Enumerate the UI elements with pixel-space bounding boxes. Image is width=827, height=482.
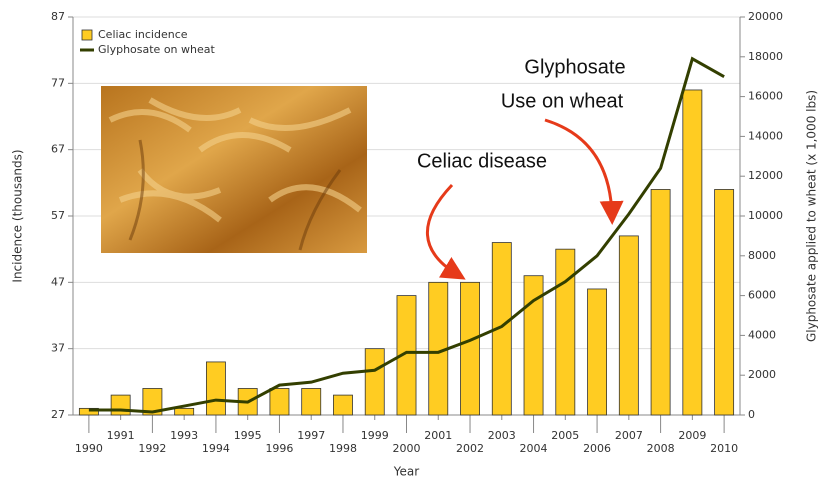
y-tick-label: 77 — [51, 76, 65, 89]
bar — [682, 89, 703, 416]
x-tick-label: 2004 — [520, 442, 548, 455]
x-tick-label: 2000 — [393, 442, 421, 455]
bar — [110, 394, 131, 416]
y-tick-label: 87 — [51, 10, 65, 23]
x-tick-label: 2002 — [456, 442, 484, 455]
bar — [333, 394, 353, 416]
bar — [523, 275, 544, 416]
bar — [364, 348, 385, 416]
bar — [142, 388, 163, 416]
y2-tick-label: 16000 — [748, 90, 783, 103]
y2-axis-label: Glyphosate applied to wheat (x 1,000 lbs… — [805, 90, 819, 342]
arrow — [544, 118, 624, 225]
y2-tick-label: 6000 — [748, 289, 776, 302]
y2-tick-label: 2000 — [748, 368, 776, 381]
y-axis-label: Incidence (thousands) — [11, 149, 25, 282]
x-tick-label: 2005 — [551, 429, 579, 442]
y2-tick-label: 12000 — [748, 169, 783, 182]
bar — [205, 361, 226, 416]
y-tick-label: 27 — [51, 408, 65, 421]
annotation: Celiac disease — [417, 150, 547, 172]
bar — [174, 407, 195, 416]
x-tick-label: 1995 — [234, 429, 262, 442]
y-tick-label: 47 — [51, 275, 65, 288]
y-tick-label: 37 — [51, 342, 65, 355]
x-tick-label: 2006 — [583, 442, 611, 455]
annotation: Glyphosate — [524, 56, 625, 78]
y2-tick-label: 14000 — [748, 129, 783, 142]
bar — [714, 189, 735, 416]
y2-tick-label: 8000 — [748, 249, 776, 262]
annotation: Use on wheat — [501, 90, 624, 112]
legend-label: Celiac incidence — [98, 28, 188, 41]
x-tick-label: 2009 — [678, 429, 706, 442]
legend-label: Glyphosate on wheat — [98, 43, 215, 56]
bar — [587, 288, 607, 416]
x-tick-label: 1990 — [75, 442, 103, 455]
legend-swatch — [81, 29, 93, 41]
y2-tick-label: 10000 — [748, 209, 783, 222]
bar — [618, 235, 639, 416]
wheat-photo — [101, 86, 367, 253]
line — [88, 56, 725, 414]
x-tick-label: 1999 — [361, 429, 389, 442]
x-tick-label: 2003 — [488, 429, 516, 442]
bar — [396, 295, 417, 416]
bar — [491, 242, 512, 416]
bar — [555, 248, 576, 416]
x-tick-label: 2001 — [424, 429, 452, 442]
x-tick-label: 1993 — [170, 429, 198, 442]
x-tick-label: 1996 — [265, 442, 293, 455]
y2-tick-label: 20000 — [748, 10, 783, 23]
bar — [460, 281, 480, 416]
arrow — [426, 183, 466, 280]
y2-tick-label: 4000 — [748, 328, 776, 341]
y-tick-label: 57 — [51, 209, 65, 222]
x-tick-label: 1991 — [107, 429, 135, 442]
x-tick-label: 1997 — [297, 429, 325, 442]
x-tick-label: 1998 — [329, 442, 357, 455]
y2-tick-label: 18000 — [748, 50, 783, 63]
y2-tick-label: 0 — [748, 408, 755, 421]
x-tick-label: 2008 — [647, 442, 675, 455]
y-tick-label: 67 — [51, 143, 65, 156]
x-axis-label: Year — [393, 465, 419, 479]
x-tick-label: 1992 — [138, 442, 166, 455]
x-tick-label: 2007 — [615, 429, 643, 442]
bar — [78, 407, 99, 416]
bar — [269, 388, 290, 416]
x-tick-label: 2010 — [710, 442, 738, 455]
bar — [301, 388, 322, 416]
x-tick-label: 1994 — [202, 442, 230, 455]
bar — [650, 189, 671, 416]
